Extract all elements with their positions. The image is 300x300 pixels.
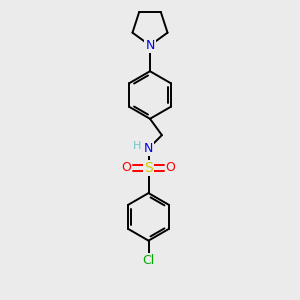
Text: O: O [166,161,176,174]
Text: O: O [122,161,131,174]
Text: Cl: Cl [142,254,154,267]
Text: H: H [133,141,141,151]
Text: N: N [145,39,155,52]
Text: N: N [144,142,153,155]
Text: S: S [144,161,153,175]
